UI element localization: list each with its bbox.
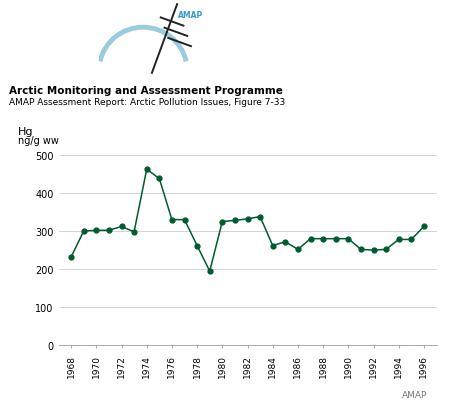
Text: AMAP Assessment Report: Arctic Pollution Issues, Figure 7-33: AMAP Assessment Report: Arctic Pollution… [9, 97, 285, 106]
Text: ng/g ww: ng/g ww [18, 135, 59, 145]
Text: AMAP: AMAP [402, 390, 428, 399]
Text: Arctic Monitoring and Assessment Programme: Arctic Monitoring and Assessment Program… [9, 86, 283, 96]
Text: AMAP: AMAP [178, 11, 203, 20]
Text: Hg: Hg [18, 127, 33, 137]
